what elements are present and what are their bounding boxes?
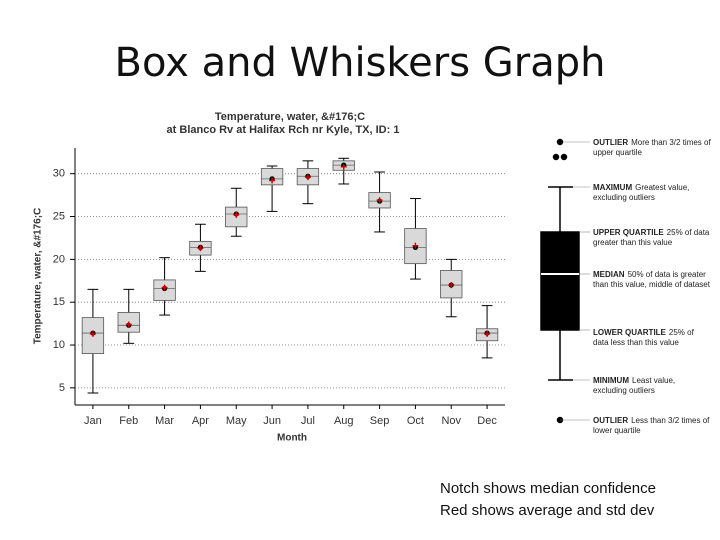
legend-key-item: LOWER QUARTILE 25% of data less than this… <box>593 328 711 348</box>
chart-title: Temperature, water, &#176;C <box>215 111 365 123</box>
x-tick-label: Dec <box>477 415 497 427</box>
y-tick-label: 30 <box>53 168 65 180</box>
legend-key-text: Less than 3/2 times of lower quartile <box>593 416 710 435</box>
legend-key-label: OUTLIER <box>593 138 629 147</box>
x-axis-label: Month <box>277 433 307 444</box>
legend-key-text: 25% of data less than this value <box>593 328 694 347</box>
x-tick-label: Apr <box>192 415 209 427</box>
legend-key-item: MAXIMUM Greatest value, excluding outlier… <box>593 183 711 203</box>
mean <box>161 284 168 291</box>
legend-key-label: LOWER QUARTILE <box>593 328 666 337</box>
slide-title: Box and Whiskers Graph <box>114 40 606 86</box>
note: Notch shows median confidence <box>440 480 656 497</box>
legend-key-item: MINIMUM Least value, excluding outliers <box>593 376 711 396</box>
x-tick-label: Jul <box>301 415 315 427</box>
legend-key-label: MAXIMUM <box>593 183 633 192</box>
x-tick-label: Mar <box>155 415 174 427</box>
mean <box>304 174 311 181</box>
mean <box>448 282 455 289</box>
x-tick-label: Jun <box>263 415 281 427</box>
y-tick-label: 25 <box>53 210 65 222</box>
x-tick-label: Nov <box>441 415 461 427</box>
x-tick-label: Sep <box>370 415 390 427</box>
mean <box>376 197 383 204</box>
chart-subtitle: at Blanco Rv at Halifax Rch nr Kyle, TX,… <box>167 124 400 136</box>
legend-key-figure <box>540 138 590 424</box>
legend-key-text: Least value, excluding outliers <box>593 376 676 395</box>
mean <box>89 330 96 337</box>
mean <box>340 163 347 170</box>
mean <box>125 321 132 328</box>
mean <box>412 242 419 249</box>
legend-key-item: OUTLIER More than 3/2 times of upper quar… <box>593 138 711 158</box>
legend-key-item: UPPER QUARTILE 25% of data greater than t… <box>593 228 711 248</box>
x-tick-label: May <box>226 415 247 427</box>
mean <box>197 245 204 252</box>
legend-key-label: MINIMUM <box>593 376 629 385</box>
x-tick-label: Aug <box>334 415 354 427</box>
legend-key-text: Greatest value, excluding outliers <box>593 183 690 202</box>
legend-key-item: MEDIAN 50% of data is greater than this v… <box>593 270 711 290</box>
mean <box>233 211 240 218</box>
y-tick-label: 10 <box>53 339 65 351</box>
y-axis-label: Temperature, water, &#176;C <box>33 208 44 345</box>
legend-key-label: UPPER QUARTILE <box>593 228 664 237</box>
legend-key-text: 25% of data greater than this value <box>593 228 710 247</box>
x-tick-label: Jan <box>84 415 102 427</box>
y-tick-label: 20 <box>53 253 65 265</box>
y-tick-label: 5 <box>59 382 65 394</box>
legend-key-label: MEDIAN <box>593 270 625 279</box>
x-tick-label: Feb <box>119 415 138 427</box>
x-tick-label: Oct <box>407 415 424 427</box>
y-tick-label: 15 <box>53 296 65 308</box>
mean <box>484 330 491 337</box>
legend-key-item: OUTLIER Less than 3/2 times of lower quar… <box>593 416 711 436</box>
note: Red shows average and std dev <box>440 502 655 519</box>
mean <box>269 177 276 184</box>
legend-key-text: More than 3/2 times of upper quartile <box>593 138 711 157</box>
legend-key-label: OUTLIER <box>593 416 629 425</box>
legend-key-text: 50% of data is greater than this value, … <box>593 270 710 289</box>
